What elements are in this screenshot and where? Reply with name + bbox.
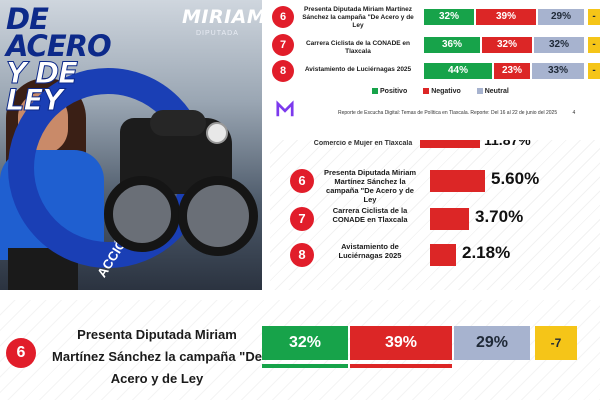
ranking-panel: Comercio e Mujer en Tlaxcala 11.87% 6 Pr… xyxy=(270,140,600,290)
legend-neutral-swatch xyxy=(476,88,483,95)
extra-segment: - xyxy=(588,37,600,53)
legend-neutral: Neutral xyxy=(476,88,509,95)
poster-logo: MIRIAM xyxy=(182,6,262,28)
legend-negative-swatch xyxy=(423,88,430,95)
ranking-bar xyxy=(430,244,456,266)
topic-label: Avistamiento de Luciérnagas 2025 xyxy=(304,66,412,73)
report-footer-text: Reporte de Escucha Digital: Temas de Pol… xyxy=(338,110,558,116)
motorcycle-tank xyxy=(150,110,206,136)
ranking-rank-badge: 7 xyxy=(290,207,314,231)
negative-segment: 23% xyxy=(494,63,530,79)
ranking-cut-value: 11.87% xyxy=(484,140,531,148)
topic-label: Carrera Ciclista de la CONADE en Tlaxcal… xyxy=(305,40,411,55)
ranking-row: 8 Avistamiento de Luciérnagas 2025 2.18% xyxy=(280,240,590,274)
negative-segment: 32% xyxy=(482,37,532,53)
rank-badge: 8 xyxy=(272,60,294,82)
ranking-value: 3.70% xyxy=(475,207,524,226)
zoomed-neutral-segment: 29% xyxy=(454,326,530,360)
zoomed-negative-underline xyxy=(350,364,452,368)
positive-segment: 44% xyxy=(424,63,492,79)
neutral-segment: 32% xyxy=(534,37,584,53)
ranking-topic-label: Presenta Diputada Miriam Martínez Sánche… xyxy=(323,168,417,204)
zoomed-positive-underline xyxy=(262,364,348,368)
zoomed-topic-label: Presenta Diputada Miriam Martínez Sánche… xyxy=(52,327,262,386)
motorcycle-rear-wheel xyxy=(104,176,180,252)
ranking-value: 2.18% xyxy=(462,243,511,262)
extra-segment: - xyxy=(588,9,600,25)
report-logo-icon xyxy=(276,100,294,117)
poster-title: DE ACERO Y DE LEY xyxy=(6,5,124,117)
positive-segment: 32% xyxy=(424,9,474,25)
neutral-segment: 33% xyxy=(532,63,584,79)
report-footer: Reporte de Escucha Digital: Temas de Pol… xyxy=(338,110,598,116)
ranking-row: 7 Carrera Ciclista de la CONADE en Tlaxc… xyxy=(280,204,590,238)
rank-badge: 6 xyxy=(272,6,294,28)
legend-negative: Negativo xyxy=(423,88,461,95)
motorcycle-front-wheel xyxy=(178,176,258,256)
sentiment-legend: Positivo Negativo Neutral xyxy=(372,88,600,95)
ranking-row: 6 Presenta Diputada Miriam Martínez Sánc… xyxy=(280,166,590,204)
promo-poster: ACCIÓN Y CON DE ACERO Y DE LEY MIRIAM DI… xyxy=(0,0,262,290)
ranking-topic-label: Carrera Ciclista de la CONADE en Tlaxcal… xyxy=(332,206,408,224)
legend-positive-swatch xyxy=(372,88,378,95)
legend-neutral-label: Neutral xyxy=(484,88,509,95)
zoomed-extra-segment: -7 xyxy=(535,326,577,360)
ranking-cut-bar xyxy=(420,140,480,148)
positive-segment: 36% xyxy=(424,37,480,53)
legend-positive-label: Positivo xyxy=(380,88,408,95)
neutral-segment: 29% xyxy=(538,9,584,25)
zoomed-sentiment-row: 6 Presenta Diputada Miriam Martínez Sánc… xyxy=(0,300,600,400)
extra-segment: - xyxy=(588,63,600,79)
report-page-number: 4 xyxy=(572,110,576,116)
poster-title-line1: DE ACERO xyxy=(6,2,112,63)
ranking-bar xyxy=(430,208,469,230)
report-row: 6 Presenta Diputada Miriam Martínez Sánc… xyxy=(272,6,600,29)
ranking-value: 5.60% xyxy=(491,169,540,188)
report-row: 7 Carrera Ciclista de la CONADE en Tlaxc… xyxy=(272,34,600,56)
negative-segment: 39% xyxy=(476,9,536,25)
poster-title-line2: Y DE LEY xyxy=(6,56,79,117)
poster-logo-subtitle: DIPUTADA xyxy=(196,30,239,37)
motorcycle-headlamp xyxy=(206,122,228,144)
report-row: 8 Avistamiento de Luciérnagas 2025 44% 2… xyxy=(272,60,600,82)
ranking-rank-badge: 6 xyxy=(290,169,314,193)
zoomed-positive-segment: 32% xyxy=(262,326,348,360)
ranking-bar xyxy=(430,170,485,192)
zoomed-rank-badge: 6 xyxy=(6,338,36,368)
rank-badge: 7 xyxy=(272,34,294,56)
topic-label: Presenta Diputada Miriam Martínez Sánche… xyxy=(302,6,414,29)
legend-positive: Positivo xyxy=(372,88,407,95)
ranking-cut-label: Comercio e Mujer en Tlaxcala xyxy=(313,140,413,147)
ranking-rank-badge: 8 xyxy=(290,243,314,267)
ranking-topic-label: Avistamiento de Luciérnagas 2025 xyxy=(338,242,402,260)
legend-negative-label: Negativo xyxy=(431,88,461,95)
sentiment-report: 6 Presenta Diputada Miriam Martínez Sánc… xyxy=(272,0,600,130)
zoomed-negative-segment: 39% xyxy=(350,326,452,360)
